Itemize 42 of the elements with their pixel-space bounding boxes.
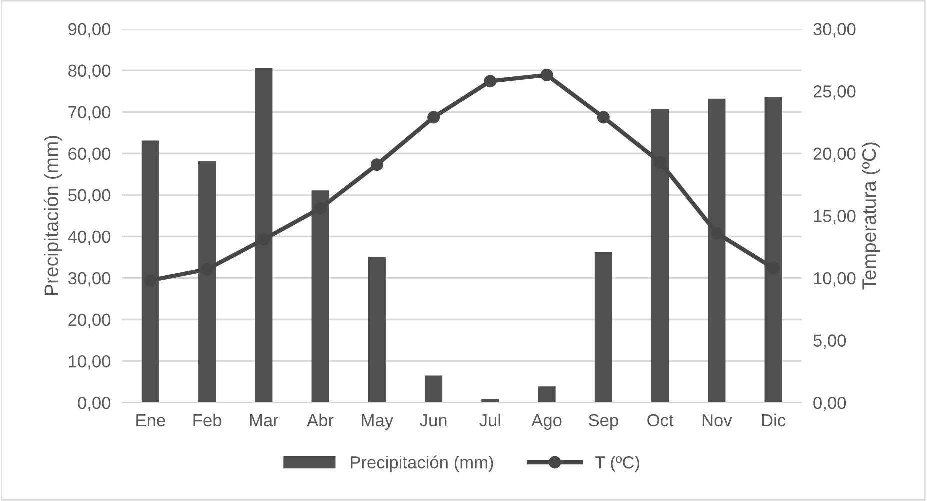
y-tick-label: 60,00 <box>68 148 111 162</box>
y2-tick-label: 10,00 <box>814 272 856 287</box>
bar <box>425 376 443 403</box>
y2-tick-label: 0,00 <box>814 396 846 412</box>
y-tick-label: 20,00 <box>68 314 111 328</box>
legend-label: T (ºC) <box>595 456 640 472</box>
x-tick-label: Feb <box>194 414 222 427</box>
x-tick-label: Ene <box>136 414 166 427</box>
x-tick-label: Nov <box>702 414 732 427</box>
point <box>370 158 384 172</box>
bar <box>538 386 556 403</box>
y2-tick-label: 30,00 <box>814 23 856 38</box>
y-tick-label: 70,00 <box>68 106 111 121</box>
y2-tick-label: 15,00 <box>814 210 856 224</box>
bar <box>368 257 386 403</box>
x-tick-label: May <box>362 414 394 430</box>
y-tick-label: 10,00 <box>69 355 111 370</box>
point <box>428 111 440 124</box>
y2-tick-label: 25,00 <box>814 86 856 100</box>
y-tick-label: 50,00 <box>68 189 111 204</box>
y-tick-label: 80,00 <box>68 64 111 80</box>
x-tick-label: Oct <box>648 414 674 427</box>
y-tick-label: 90,00 <box>68 23 111 38</box>
x-tick-label: Abr <box>307 414 334 427</box>
bar <box>594 252 612 403</box>
x-tick-label: Jul <box>480 414 500 427</box>
y2-tick-label: 20,00 <box>814 148 856 162</box>
x-tick-label: Dic <box>762 414 786 427</box>
x-tick-label: Ago <box>532 414 562 430</box>
x-tick-label: Mar <box>250 414 279 427</box>
y-axis-title: Precipitación (mm) <box>44 136 62 296</box>
y-tick-label: 30,00 <box>68 272 111 287</box>
y-tick-label: 40,00 <box>68 230 111 246</box>
x-tick-label: Jun <box>420 414 447 427</box>
point <box>597 111 610 124</box>
legend-label: Precipitación (mm) <box>351 456 494 472</box>
y2-tick-label: 5,00 <box>814 334 846 350</box>
point <box>540 68 554 82</box>
x-tick-label: Sep <box>589 414 618 430</box>
y2-axis-title: Temperatura (ºC) <box>862 142 880 290</box>
point <box>484 75 497 88</box>
y-tick-label: 0,00 <box>78 396 111 412</box>
